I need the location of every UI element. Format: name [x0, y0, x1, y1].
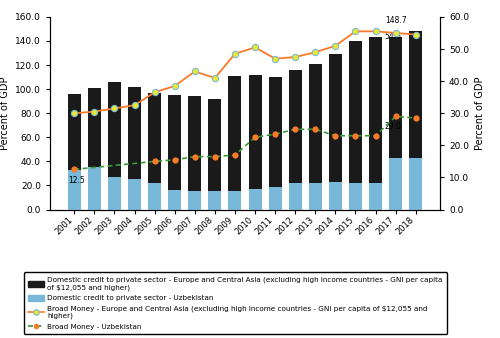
- Bar: [409, 158, 422, 210]
- Bar: [148, 183, 161, 210]
- Bar: [88, 167, 101, 210]
- Bar: [329, 54, 342, 210]
- Text: 29.0: 29.0: [384, 122, 401, 131]
- Bar: [409, 30, 422, 210]
- Y-axis label: Percent of GDP: Percent of GDP: [474, 76, 484, 150]
- Bar: [108, 82, 121, 210]
- Bar: [268, 77, 281, 210]
- Bar: [228, 192, 241, 210]
- Text: 148.7: 148.7: [385, 16, 406, 25]
- Bar: [389, 38, 402, 210]
- Bar: [68, 170, 81, 210]
- Bar: [168, 190, 181, 210]
- Bar: [248, 75, 262, 210]
- Bar: [349, 41, 362, 210]
- Bar: [288, 183, 302, 210]
- Bar: [248, 189, 262, 210]
- Bar: [188, 192, 202, 210]
- Bar: [228, 76, 241, 210]
- Bar: [128, 87, 141, 210]
- Bar: [369, 183, 382, 210]
- Y-axis label: Percent of GDP: Percent of GDP: [0, 76, 10, 150]
- Bar: [369, 38, 382, 210]
- Bar: [208, 99, 222, 210]
- Bar: [168, 95, 181, 210]
- Bar: [128, 179, 141, 210]
- Bar: [309, 183, 322, 210]
- Bar: [349, 183, 362, 210]
- Bar: [148, 93, 161, 210]
- Bar: [188, 96, 202, 210]
- Legend: Domestic credit to private sector - Europe and Central Asia (excluding high inco: Domestic credit to private sector - Euro…: [24, 272, 447, 334]
- Bar: [268, 187, 281, 210]
- Bar: [288, 70, 302, 210]
- Bar: [309, 64, 322, 210]
- Bar: [329, 182, 342, 210]
- Text: 54.5: 54.5: [384, 32, 401, 41]
- Bar: [88, 88, 101, 210]
- Bar: [389, 158, 402, 210]
- Text: 12.5: 12.5: [68, 176, 84, 185]
- Bar: [208, 192, 222, 210]
- Bar: [68, 94, 81, 210]
- Bar: [108, 177, 121, 210]
